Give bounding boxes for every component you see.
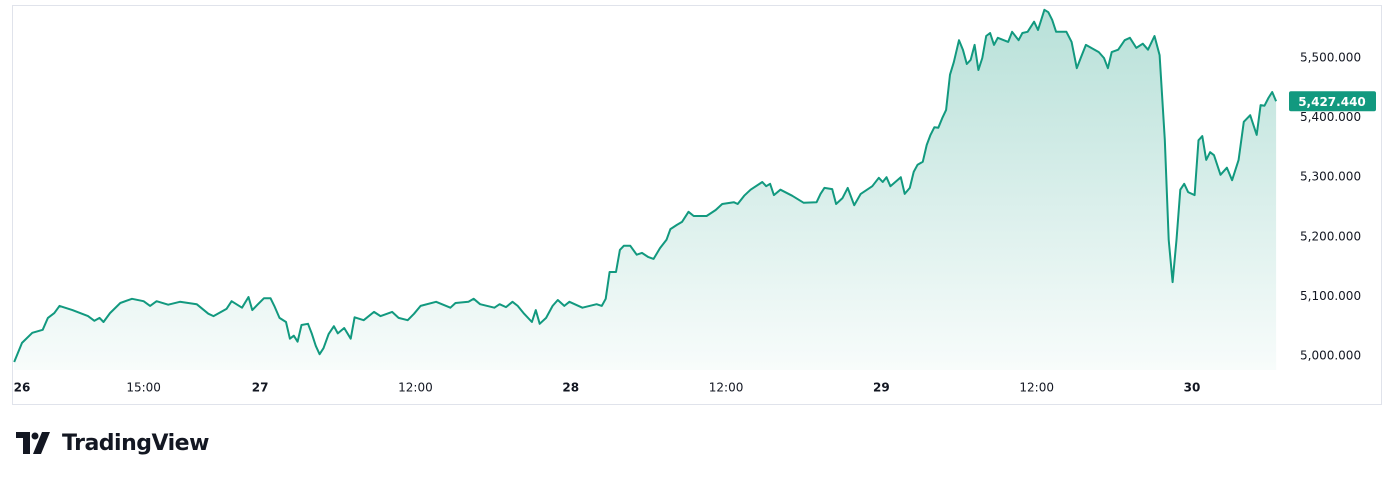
chart-frame (12, 5, 1382, 405)
x-tick-label: 12:00 (1019, 381, 1054, 395)
logo[interactable]: TradingView (16, 431, 210, 456)
logo-icon (33, 432, 50, 454)
x-tick-label: 27 (252, 381, 269, 395)
y-tick-label: 5,300.000 (1300, 170, 1361, 184)
logo-icon (16, 432, 30, 454)
x-tick-label: 30 (1184, 381, 1201, 395)
last-price-label: 5,427.440 (1298, 95, 1366, 109)
line (13, 8, 1278, 363)
last-price-tag (1289, 91, 1376, 112)
x-tick-label: 28 (562, 381, 579, 395)
x-tick-label: 15:00 (126, 381, 161, 395)
y-tick-label: 5,000.000 (1300, 348, 1361, 362)
x-tick-label: 29 (873, 381, 890, 395)
y-tick-label: 5,400.000 (1300, 110, 1361, 124)
logo-icon (31, 432, 39, 440)
x-tick-label: 26 (14, 381, 31, 395)
y-tick-label: 5,200.000 (1300, 229, 1361, 243)
x-tick-label: 12:00 (709, 381, 744, 395)
x-tick-label: 12:00 (398, 381, 433, 395)
brand: TradingView (62, 431, 209, 456)
area (14, 9, 1277, 371)
y-tick-label: 5,500.000 (1300, 51, 1361, 65)
y-tick-label: 5,100.000 (1300, 289, 1361, 303)
